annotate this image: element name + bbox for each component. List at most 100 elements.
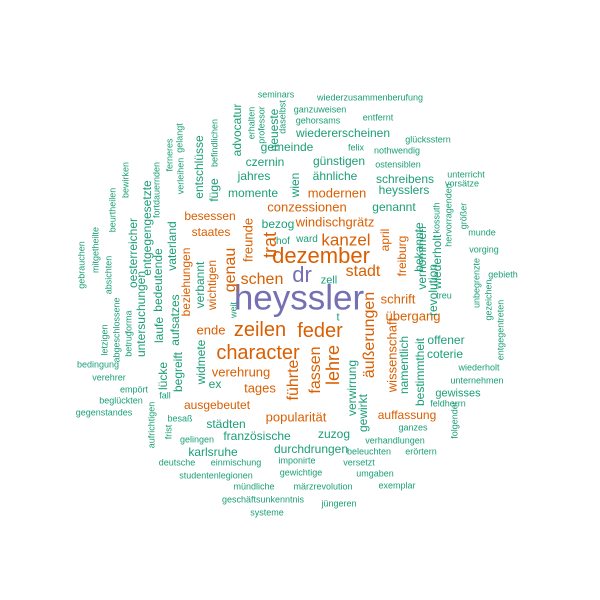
word-juengeren: jüngeren	[321, 498, 357, 509]
word-staedten: städten	[206, 417, 246, 431]
word-franzoesische: französische	[223, 429, 291, 443]
word-gebrauchen: gebrauchen	[76, 241, 87, 289]
word-beglueckten: beglückten	[99, 395, 143, 406]
word-auffassung: auffassung	[377, 408, 437, 422]
word-hervorragenden: hervorragenden	[443, 183, 454, 247]
word-laufe: laufe	[152, 316, 166, 344]
word-mitgetheilte: mitgetheilte	[90, 226, 101, 274]
word-ausgebeutet: ausgebeutet	[183, 398, 251, 412]
word-entgegentreten: entgegentreten	[495, 299, 506, 361]
word-vaterland: vaterland	[165, 221, 179, 271]
word-heysslers: heysslers	[378, 183, 430, 197]
word-erhalten: erhalten	[246, 106, 257, 140]
word-ganzes: ganzes	[398, 422, 428, 433]
word-groesser: größer	[458, 202, 469, 230]
word-forma: forma	[123, 310, 134, 334]
word-verleihen: verleihen	[175, 157, 186, 195]
word-kanzel: kanzel	[321, 230, 371, 250]
word-fortdauernden: fortdauernden	[151, 161, 162, 219]
word-studentenlegionen: studentenlegionen	[179, 470, 253, 481]
word-weit: weit	[228, 301, 239, 319]
word-durchdrungen: durchdrungen	[273, 442, 349, 456]
word-glueckssstern: glücksstern	[405, 134, 451, 145]
word-fuehrte: führte	[285, 359, 302, 401]
word-aeusserungen: äußerungen	[361, 291, 378, 379]
word-gewichtige: gewichtige	[279, 467, 323, 478]
word-besessen: besessen	[184, 209, 236, 223]
word-vorging: vorging	[469, 244, 499, 255]
word-gehorsams: gehorsams	[295, 115, 341, 126]
word-fassen: fassen	[307, 346, 324, 394]
word-dr: dr	[292, 262, 312, 287]
word-feder: feder	[297, 320, 343, 342]
word-begreift: begreift	[171, 351, 185, 393]
word-gegenstandes: gegenstandes	[75, 407, 133, 418]
word-unbegraenzte: unbegrenzte	[471, 257, 482, 309]
word-verhandlungen: verhandlungen	[365, 435, 425, 446]
word-professor: professor	[256, 106, 267, 144]
word-beleuchten: beleuchten	[346, 446, 392, 457]
word-felix: felix	[347, 142, 365, 153]
word-daselbst: daselbst	[277, 100, 288, 134]
word-versetzt: versetzt	[343, 457, 375, 468]
word-muendliche: mündliche	[233, 481, 275, 492]
word-luecke: lücke	[156, 361, 170, 391]
word-treu: treu	[436, 290, 452, 301]
word-folgender: folgender	[449, 401, 460, 439]
word-genau: genau	[222, 247, 239, 293]
word-wien: wien	[288, 172, 302, 198]
word-fuege: füge	[207, 178, 221, 202]
word-gelangt: gelangt	[174, 123, 185, 153]
word-heyssler: heyssler	[233, 278, 365, 318]
word-character: character	[216, 342, 300, 364]
word-schreibens: schreibens	[375, 172, 435, 186]
word-verbannt: verbannt	[193, 261, 207, 309]
word-freunde: freunde	[240, 217, 256, 263]
word-momente: momente	[227, 186, 279, 200]
word-maerzrevolution: märzrevolution	[293, 481, 353, 492]
word-ostensiblen: ostensiblen	[375, 159, 421, 170]
word-karlsruhe: karlsruhe	[188, 445, 238, 459]
word-unterricht: unterricht	[447, 169, 485, 180]
word-wiedererscheinen: wiedererscheinen	[295, 126, 391, 140]
word-ferneres: ferneres	[164, 138, 175, 172]
word-bedingung: bedingung	[76, 359, 120, 370]
word-einmischung: einmischung	[210, 457, 262, 468]
word-czernin: czernin	[245, 155, 285, 169]
word-kossuth: kossuth	[431, 202, 442, 234]
word-entfernt: entfernt	[362, 112, 394, 123]
word-uebergang: übergang	[385, 308, 441, 324]
word-coterie: coterie	[426, 347, 464, 361]
word-t: t	[336, 311, 340, 324]
word-namentlich: namentlich	[397, 335, 411, 395]
word-bestimmtheit: bestimmtheit	[413, 337, 427, 407]
word-gemeinde: gemeinde	[260, 140, 314, 154]
word-jahres: jahres	[237, 169, 271, 183]
word-widmete: widmete	[194, 339, 208, 385]
word-absichten: absichten	[103, 255, 114, 295]
word-beurtheilen: beurtheilen	[107, 187, 118, 233]
word-stadt: stadt	[345, 263, 381, 280]
word-besass: besaß	[167, 413, 193, 424]
word-entschluesse: entschlüsse	[192, 135, 206, 199]
word-dezember: dezember	[272, 243, 370, 268]
word-aufsatzes: aufsatzes	[168, 294, 182, 346]
word-april: april	[378, 228, 392, 252]
word-lehre: lehre	[323, 344, 343, 386]
word-gelingen: gelingen	[179, 434, 215, 445]
word-staates: staates	[191, 225, 231, 239]
word-befindlichen: befindlichen	[209, 118, 220, 168]
word-genannt: genannt	[372, 200, 416, 214]
word-hof: hof	[276, 236, 290, 247]
word-abgeschlossene: abgeschlossene	[111, 297, 122, 363]
word-guenstigen: günstigen	[312, 154, 366, 168]
word-gewirkt: gewirkt	[356, 393, 370, 433]
word-ende: ende	[196, 322, 226, 338]
word-letzigen: letzigen	[99, 324, 110, 356]
word-betrug: betrug	[123, 331, 134, 357]
word-popularitaet: popularität	[265, 409, 327, 425]
word-wichtigen: wichtigen	[205, 259, 219, 311]
word-zell: zell	[320, 274, 338, 287]
word-zeilen: zeilen	[233, 319, 287, 341]
word-advocatur: advocatur	[230, 103, 244, 157]
